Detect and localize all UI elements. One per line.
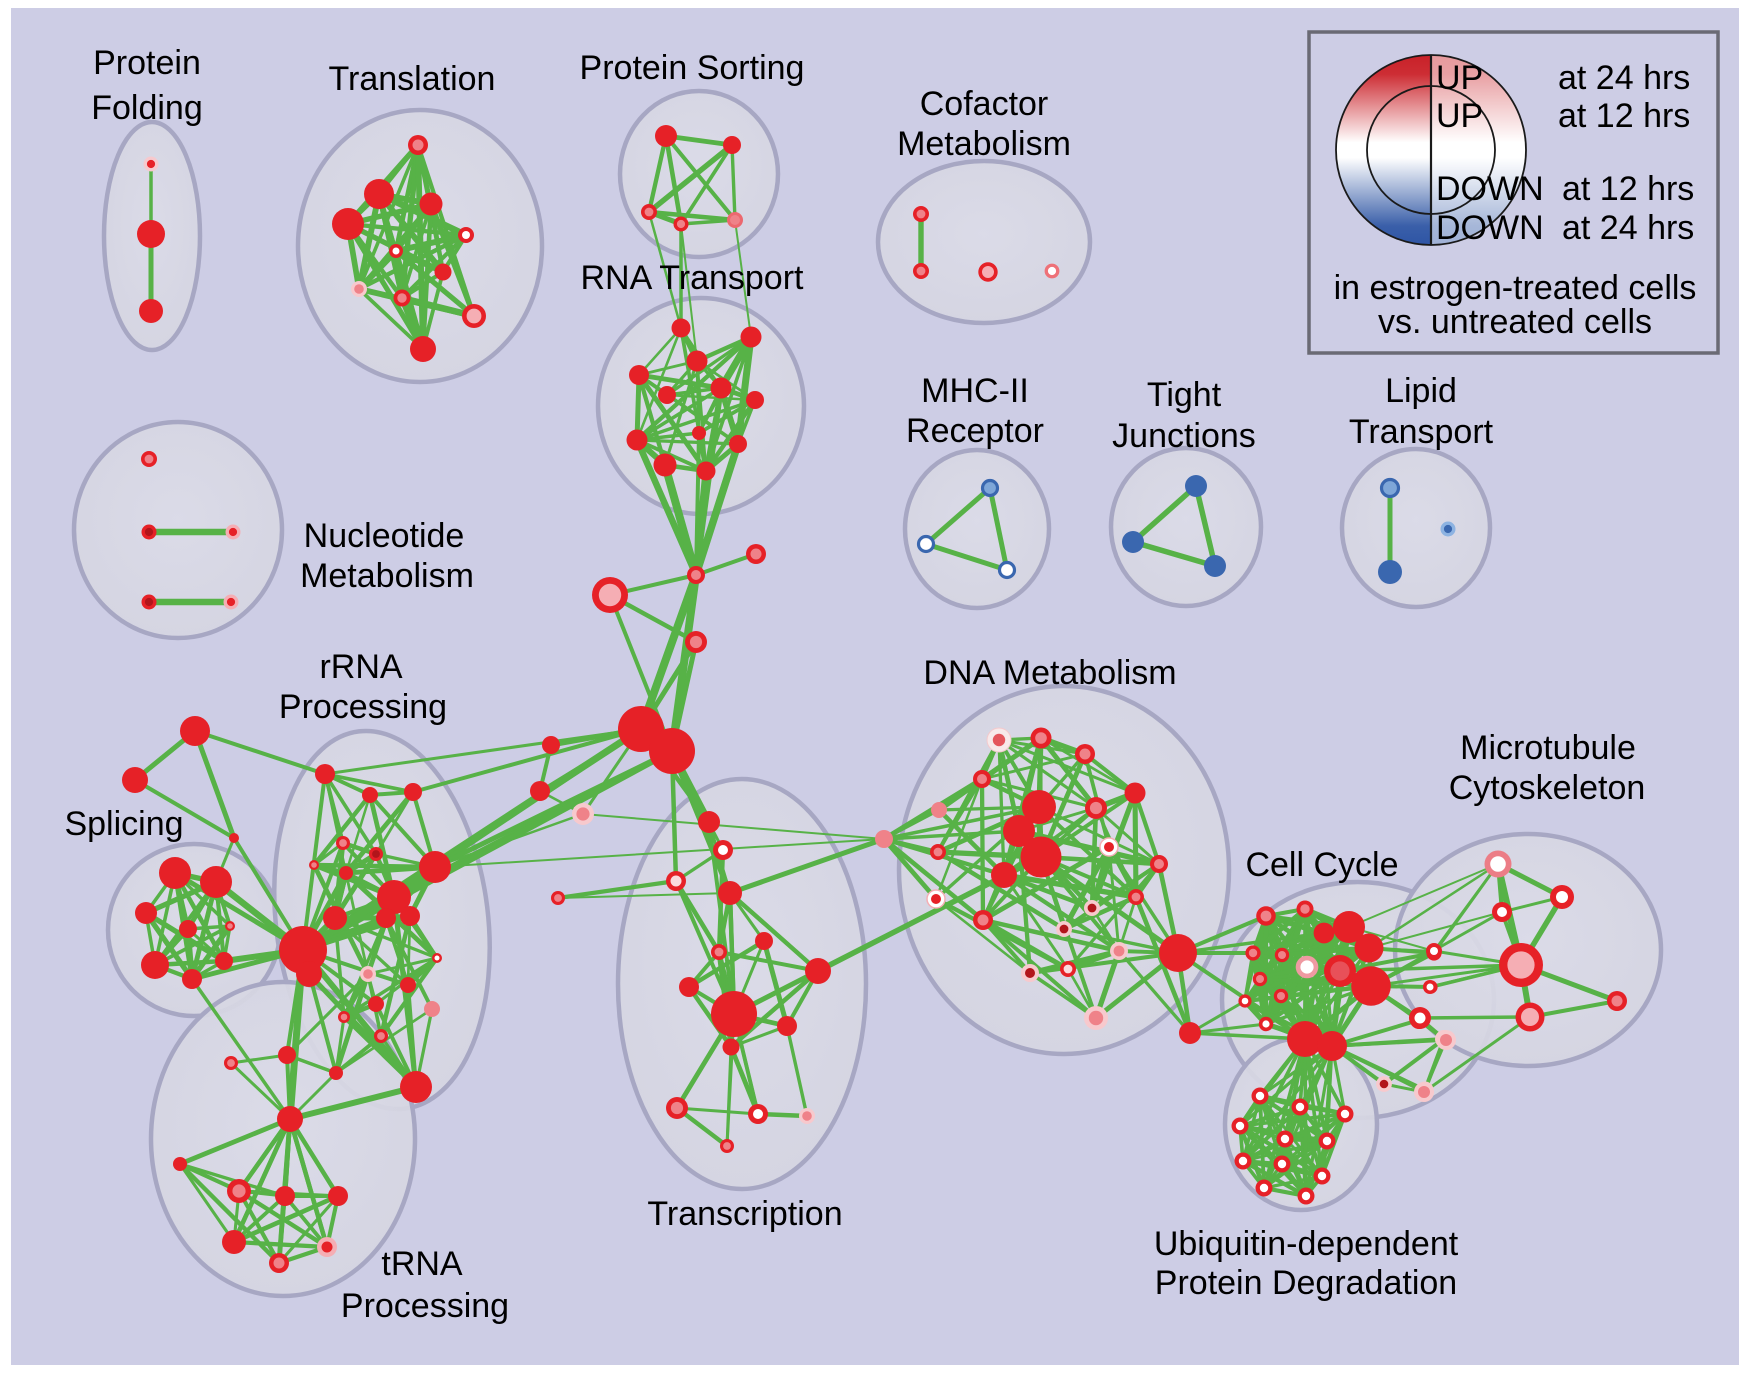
svg-text:Processing: Processing xyxy=(279,688,447,726)
svg-text:Receptor: Receptor xyxy=(906,412,1044,450)
svg-text:Cytoskeleton: Cytoskeleton xyxy=(1449,769,1646,807)
svg-text:RNA Transport: RNA Transport xyxy=(581,259,805,297)
svg-text:Protein Degradation: Protein Degradation xyxy=(1155,1264,1457,1302)
svg-text:Junctions: Junctions xyxy=(1112,417,1256,455)
svg-text:Processing: Processing xyxy=(341,1287,509,1325)
svg-text:Metabolism: Metabolism xyxy=(897,125,1071,163)
svg-text:tRNA: tRNA xyxy=(381,1245,463,1283)
svg-text:at 12 hrs: at 12 hrs xyxy=(1558,97,1690,135)
svg-text:DOWN: DOWN xyxy=(1436,209,1544,247)
svg-text:Nucleotide: Nucleotide xyxy=(304,517,465,555)
svg-text:at 12 hrs: at 12 hrs xyxy=(1562,170,1694,208)
svg-text:rRNA: rRNA xyxy=(319,648,402,686)
svg-text:vs. untreated cells: vs. untreated cells xyxy=(1378,303,1652,341)
svg-text:DOWN: DOWN xyxy=(1436,170,1544,208)
svg-text:Metabolism: Metabolism xyxy=(300,557,474,595)
svg-text:Translation: Translation xyxy=(329,60,496,98)
svg-text:Microtubule: Microtubule xyxy=(1460,729,1636,767)
svg-text:Transport: Transport xyxy=(1349,413,1494,451)
svg-text:Protein Sorting: Protein Sorting xyxy=(580,49,805,87)
svg-text:Ubiquitin-dependent: Ubiquitin-dependent xyxy=(1154,1225,1459,1263)
svg-text:UP: UP xyxy=(1436,97,1483,135)
svg-text:Cell Cycle: Cell Cycle xyxy=(1245,846,1398,884)
svg-text:Cofactor: Cofactor xyxy=(920,85,1049,123)
svg-text:Splicing: Splicing xyxy=(64,805,183,843)
svg-text:UP: UP xyxy=(1436,59,1483,97)
svg-text:Protein: Protein xyxy=(93,44,201,82)
svg-text:DNA Metabolism: DNA Metabolism xyxy=(923,654,1176,692)
svg-text:Tight: Tight xyxy=(1147,376,1222,414)
svg-text:in estrogen-treated cells: in estrogen-treated cells xyxy=(1334,269,1697,307)
svg-text:MHC-II: MHC-II xyxy=(921,372,1029,410)
svg-text:Folding: Folding xyxy=(91,89,203,127)
svg-text:Transcription: Transcription xyxy=(647,1195,842,1233)
svg-text:Lipid: Lipid xyxy=(1385,372,1457,410)
svg-text:at 24 hrs: at 24 hrs xyxy=(1558,59,1690,97)
svg-text:at 24 hrs: at 24 hrs xyxy=(1562,209,1694,247)
